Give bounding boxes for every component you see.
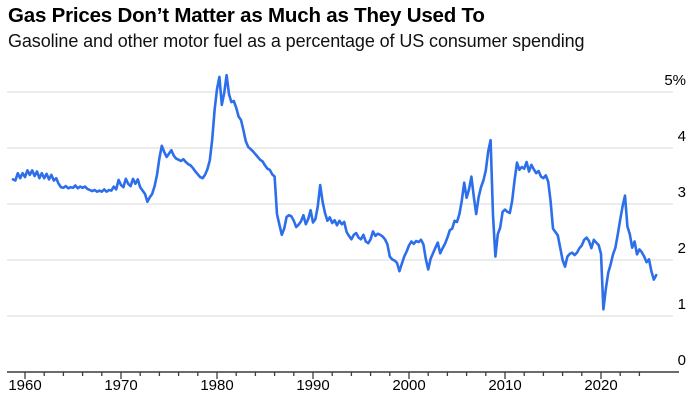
y-axis-label: 1 [678, 296, 686, 313]
x-axis-label: 1970 [104, 377, 137, 394]
x-axis-label: 2000 [392, 377, 425, 394]
chart-subtitle: Gasoline and other motor fuel as a perce… [8, 31, 585, 51]
chart-title: Gas Prices Don’t Matter as Much as They … [8, 4, 485, 27]
x-axis-label: 1960 [8, 377, 41, 394]
y-axis-label: 0 [678, 352, 686, 369]
x-axis-label: 2010 [488, 377, 521, 394]
y-axis-label: 5% [664, 72, 686, 89]
x-axis-label: 1980 [200, 377, 233, 394]
y-axis-label: 3 [678, 184, 686, 201]
y-axis-label: 4 [678, 128, 686, 145]
data-line [11, 73, 658, 311]
x-axis-label: 1990 [296, 377, 329, 394]
y-axis-label: 2 [678, 240, 686, 257]
x-axis-label: 2020 [584, 377, 617, 394]
